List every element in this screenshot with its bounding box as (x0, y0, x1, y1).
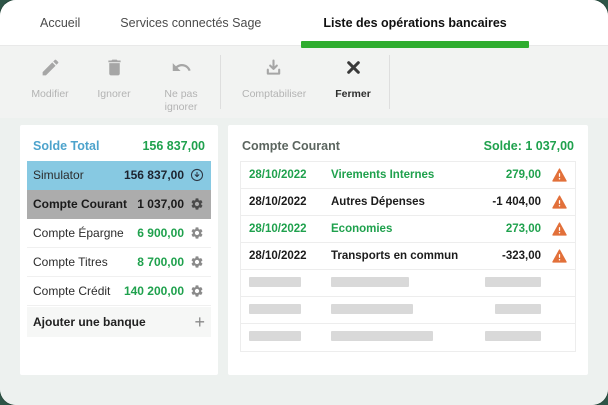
account-balance: 1 037,00 (137, 197, 184, 211)
skeleton-bar (485, 331, 541, 341)
skeleton-bar (331, 276, 409, 287)
operation-row[interactable]: 28/10/2022 Economies 273,00 (241, 216, 575, 243)
plus-icon: + (194, 312, 205, 332)
accounts-panel: Solde Total 156 837,00 Simulator 156 837… (20, 125, 218, 375)
fermer-button[interactable]: Fermer (321, 55, 385, 101)
account-balance: 8 700,00 (137, 255, 184, 269)
operations-panel: Compte Courant Solde: 1 037,00 28/10/202… (228, 125, 588, 375)
skeleton-bar (249, 331, 301, 341)
toolbar-divider (220, 55, 221, 109)
ignorer-button[interactable]: Ignorer (82, 55, 146, 101)
trash-icon (104, 57, 125, 83)
operation-row-placeholder (241, 324, 575, 351)
account-balance: 156 837,00 (123, 168, 184, 182)
add-bank-label: Ajouter une banque (33, 315, 146, 329)
undo-arrow-icon (171, 57, 192, 83)
skeleton-bar (485, 276, 541, 287)
operation-row-placeholder (241, 270, 575, 297)
operation-date: 28/10/2022 (249, 169, 307, 181)
account-row-compte-titres[interactable]: Compte Titres 8 700,00 (27, 248, 211, 277)
operation-amount: 279,00 (505, 169, 541, 181)
skeleton-bar (249, 303, 301, 314)
operation-row[interactable]: 28/10/2022 Virements Internes 279,00 (241, 162, 575, 189)
download-circle-icon[interactable] (189, 167, 205, 183)
ignorer-label: Ignorer (97, 88, 131, 100)
add-bank-button[interactable]: Ajouter une banque + (27, 307, 211, 337)
solde-total-value: 156 837,00 (142, 138, 205, 153)
operation-date: 28/10/2022 (249, 196, 307, 208)
skeleton-bar (249, 276, 301, 287)
warning-icon[interactable] (547, 168, 567, 182)
operation-date: 28/10/2022 (249, 223, 307, 235)
warning-icon[interactable] (547, 222, 567, 236)
operation-row[interactable]: 28/10/2022 Transports en commun -323,00 (241, 243, 575, 270)
operation-amount: -323,00 (501, 250, 541, 262)
operation-label: Virements Internes (331, 169, 435, 181)
account-row-simulator[interactable]: Simulator 156 837,00 (27, 161, 211, 190)
tab-liste-operations-bancaires[interactable]: Liste des opérations bancaires (301, 0, 530, 48)
skeleton-bar (331, 303, 413, 314)
ne-pas-ignorer-button[interactable]: Ne pas ignorer (146, 55, 216, 113)
operations-header: Compte Courant Solde: 1 037,00 (240, 130, 576, 161)
solde-total-row: Solde Total 156 837,00 (27, 130, 211, 161)
main-content: Solde Total 156 837,00 Simulator 156 837… (0, 118, 608, 405)
gear-icon[interactable] (189, 283, 205, 299)
account-row-compte-epargne[interactable]: Compte Épargne 6 900,00 (27, 219, 211, 248)
ne-pas-ignorer-label: Ne pas ignorer (164, 88, 198, 113)
operation-amount: -1 404,00 (492, 196, 541, 208)
account-balance: 6 900,00 (137, 226, 184, 240)
operations-account-title: Compte Courant (242, 138, 340, 153)
tab-accueil[interactable]: Accueil (40, 15, 81, 30)
account-name: Compte Crédit (33, 284, 111, 298)
close-icon (343, 57, 364, 83)
account-name: Compte Titres (33, 255, 108, 269)
operations-balance: Solde: 1 037,00 (483, 138, 574, 153)
comptabiliser-label: Comptabiliser (242, 88, 307, 100)
operation-date: 28/10/2022 (249, 250, 307, 262)
gear-icon[interactable] (189, 196, 205, 212)
operation-label: Economies (331, 223, 393, 235)
toolbar: Modifier Ignorer Ne pas ignorer Comptabi… (0, 46, 608, 118)
operations-table: 28/10/2022 Virements Internes 279,00 28/… (240, 161, 576, 352)
toolbar-divider (389, 55, 390, 109)
skeleton-bar (331, 331, 433, 341)
download-icon (263, 57, 284, 83)
warning-icon[interactable] (547, 249, 567, 263)
operation-amount: 273,00 (505, 223, 541, 235)
pencil-icon (40, 57, 61, 83)
operation-row[interactable]: 28/10/2022 Autres Dépenses -1 404,00 (241, 189, 575, 216)
tab-bar: Accueil Services connectés Sage Liste de… (0, 0, 608, 48)
account-row-compte-courant[interactable]: Compte Courant 1 037,00 (27, 190, 211, 219)
account-row-compte-credit[interactable]: Compte Crédit 140 200,00 (27, 277, 211, 306)
account-name: Compte Courant (33, 197, 127, 211)
gear-icon[interactable] (189, 254, 205, 270)
operation-label: Autres Dépenses (331, 196, 425, 208)
tab-services-connectes-sage[interactable]: Services connectés Sage (120, 15, 262, 30)
fermer-label: Fermer (335, 88, 371, 100)
account-name: Compte Épargne (33, 226, 124, 240)
gear-icon[interactable] (189, 225, 205, 241)
account-name: Simulator (33, 168, 84, 182)
solde-total-label: Solde Total (33, 138, 100, 153)
account-balance: 140 200,00 (123, 284, 184, 298)
operation-row-placeholder (241, 297, 575, 324)
skeleton-bar (495, 303, 541, 314)
modifier-button[interactable]: Modifier (18, 55, 82, 101)
warning-icon[interactable] (547, 195, 567, 209)
operation-label: Transports en commun (331, 250, 459, 262)
comptabiliser-button[interactable]: Comptabiliser (225, 55, 321, 101)
modifier-label: Modifier (31, 88, 69, 100)
